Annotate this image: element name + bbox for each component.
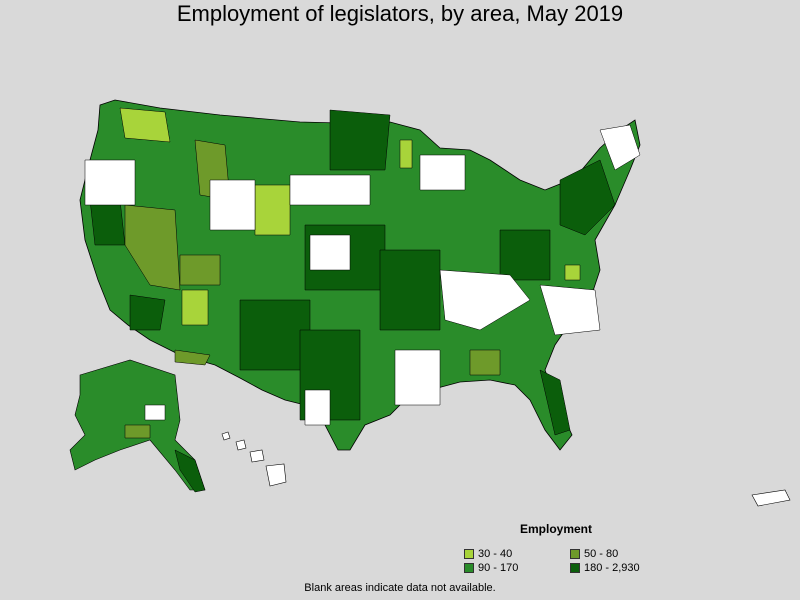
footnote: Blank areas indicate data not available. <box>304 582 496 594</box>
region-blank-3 <box>309 234 351 271</box>
legend-swatch <box>464 563 474 573</box>
legend: Employment 30 - 40 50 - 80 90 - 170 180 … <box>462 520 662 580</box>
region-blank-5 <box>439 269 531 331</box>
legend-label: 50 - 80 <box>584 548 619 560</box>
region-blank-1 <box>209 179 256 231</box>
region-olive-3 <box>179 254 221 286</box>
region-blank-10 <box>599 124 641 171</box>
us-map <box>69 99 791 507</box>
region-dark-10 <box>539 369 571 436</box>
alaska-region-olive <box>124 424 151 439</box>
region-blank-4 <box>84 159 136 206</box>
region-olive-4 <box>174 349 211 366</box>
region-dark-8 <box>499 229 551 281</box>
region-dark-9 <box>89 199 126 246</box>
puerto-rico <box>751 489 791 507</box>
region-olive-5 <box>469 349 501 376</box>
region-blank-7 <box>394 349 441 406</box>
legend-item-30-40: 30 - 40 <box>464 548 512 560</box>
legend-swatch <box>464 549 474 559</box>
legend-title: Employment <box>520 522 593 536</box>
legend-item-50-80: 50 - 80 <box>570 548 618 560</box>
legend-item-90-170: 90 - 170 <box>464 562 518 574</box>
region-dark-6 <box>559 159 616 236</box>
region-blank <box>84 124 641 426</box>
region-light-1 <box>119 107 171 143</box>
region-light-2 <box>254 184 291 236</box>
region-blank-6 <box>539 284 601 336</box>
region-dark-7 <box>129 294 166 331</box>
alaska-region-light <box>144 404 166 421</box>
legend-label: 30 - 40 <box>478 548 513 560</box>
region-dark-2 <box>239 299 311 371</box>
region-blank-2 <box>289 174 371 206</box>
region-blank-9 <box>304 389 331 426</box>
region-dark-4 <box>329 109 391 171</box>
map-title: Employment of legislators, by area, May … <box>176 1 624 26</box>
region-light-3 <box>181 289 209 326</box>
alaska-panhandle <box>174 449 206 493</box>
legend-label: 180 - 2,930 <box>584 562 640 574</box>
legend-label: 90 - 170 <box>478 562 519 574</box>
legend-swatch <box>570 549 580 559</box>
region-light-5 <box>564 264 581 281</box>
region-blank-8 <box>419 154 466 191</box>
hawaii <box>221 431 287 487</box>
region-light-4 <box>399 139 413 169</box>
legend-swatch <box>570 563 580 573</box>
region-light <box>119 107 581 326</box>
region-dark-5 <box>379 249 441 331</box>
region-olive-1 <box>124 204 181 291</box>
region-shading <box>89 109 616 436</box>
legend-item-180-2930: 180 - 2,930 <box>570 562 640 574</box>
